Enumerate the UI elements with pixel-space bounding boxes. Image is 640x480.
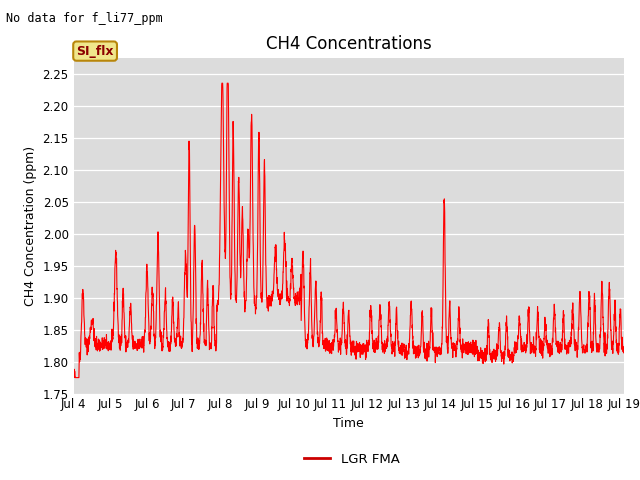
Text: SI_flx: SI_flx — [76, 45, 114, 58]
Title: CH4 Concentrations: CH4 Concentrations — [266, 35, 431, 53]
Y-axis label: CH4 Concentration (ppm): CH4 Concentration (ppm) — [24, 145, 37, 306]
X-axis label: Time: Time — [333, 417, 364, 430]
Legend: LGR FMA: LGR FMA — [299, 447, 405, 471]
Text: No data for f_li77_ppm: No data for f_li77_ppm — [6, 12, 163, 25]
